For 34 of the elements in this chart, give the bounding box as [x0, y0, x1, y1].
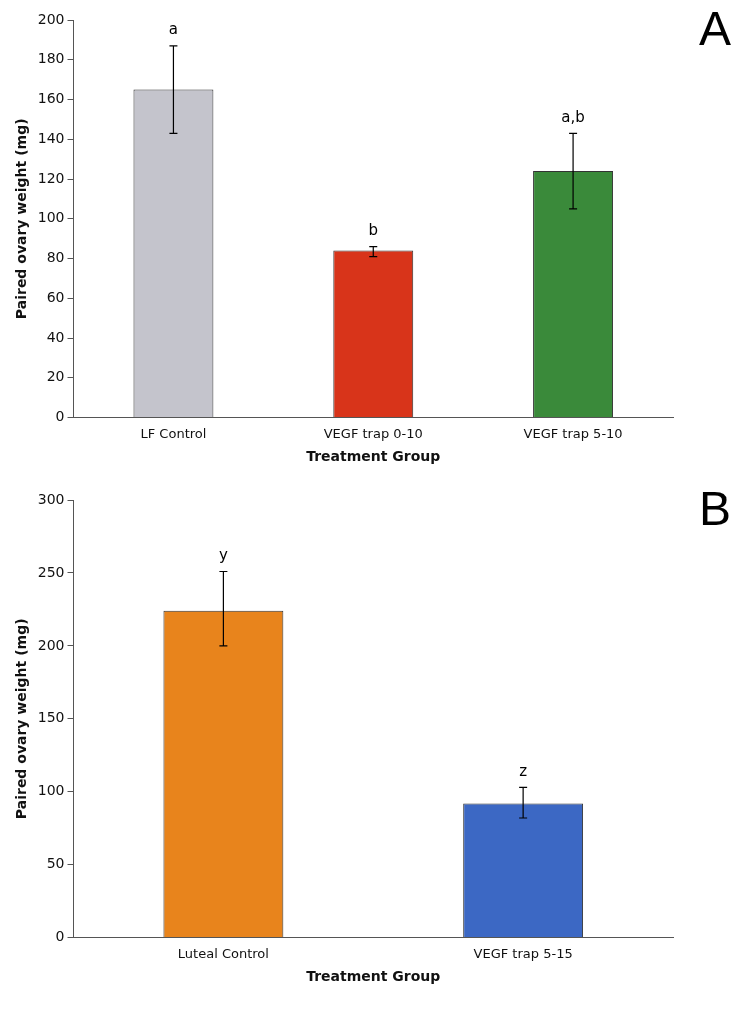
y-tick-label: 180	[37, 50, 65, 67]
annotation: z	[519, 761, 528, 780]
text: B	[698, 482, 731, 536]
text: A	[698, 2, 731, 56]
y-tick-label: 0	[55, 928, 65, 945]
y-tick-label: 50	[46, 855, 65, 872]
y-tick-label: 150	[37, 709, 65, 726]
x-tick-label: VEGF trap 0-10	[323, 425, 423, 441]
annotation: b	[368, 221, 379, 240]
y-axis-title: Paired ovary weight (mg)	[13, 118, 30, 320]
y-tick-label: 300	[37, 490, 65, 507]
y-tick-label: 80	[46, 249, 65, 266]
y-tick-label: 140	[37, 129, 65, 146]
y-axis-title: Paired ovary weight (mg)	[13, 618, 30, 820]
annotation: a	[168, 20, 179, 39]
y-tick-label: 40	[46, 328, 65, 345]
y-tick-label: 120	[37, 169, 65, 186]
y-tick-label: 160	[37, 90, 65, 107]
annotation: y	[218, 545, 228, 564]
annotation: a,b	[561, 107, 585, 126]
y-tick-label: 100	[37, 782, 65, 799]
x-axis-title: Treatment Group	[306, 448, 441, 465]
y-tick-label: 0	[55, 408, 65, 425]
y-tick-label: 20	[46, 368, 65, 385]
y-tick-label: 100	[37, 209, 65, 226]
x-tick-label: VEGF trap 5-10	[523, 425, 623, 441]
y-tick-label: 60	[46, 288, 65, 305]
x-tick-label: LF Control	[140, 425, 207, 441]
y-tick-label: 200	[37, 10, 65, 27]
x-tick-label: VEGF trap 5-15	[473, 945, 573, 961]
x-axis-title: Treatment Group	[306, 968, 441, 985]
y-tick-label: 250	[37, 563, 65, 580]
y-tick-label: 200	[37, 636, 65, 653]
x-tick-label: Luteal Control	[177, 945, 269, 961]
